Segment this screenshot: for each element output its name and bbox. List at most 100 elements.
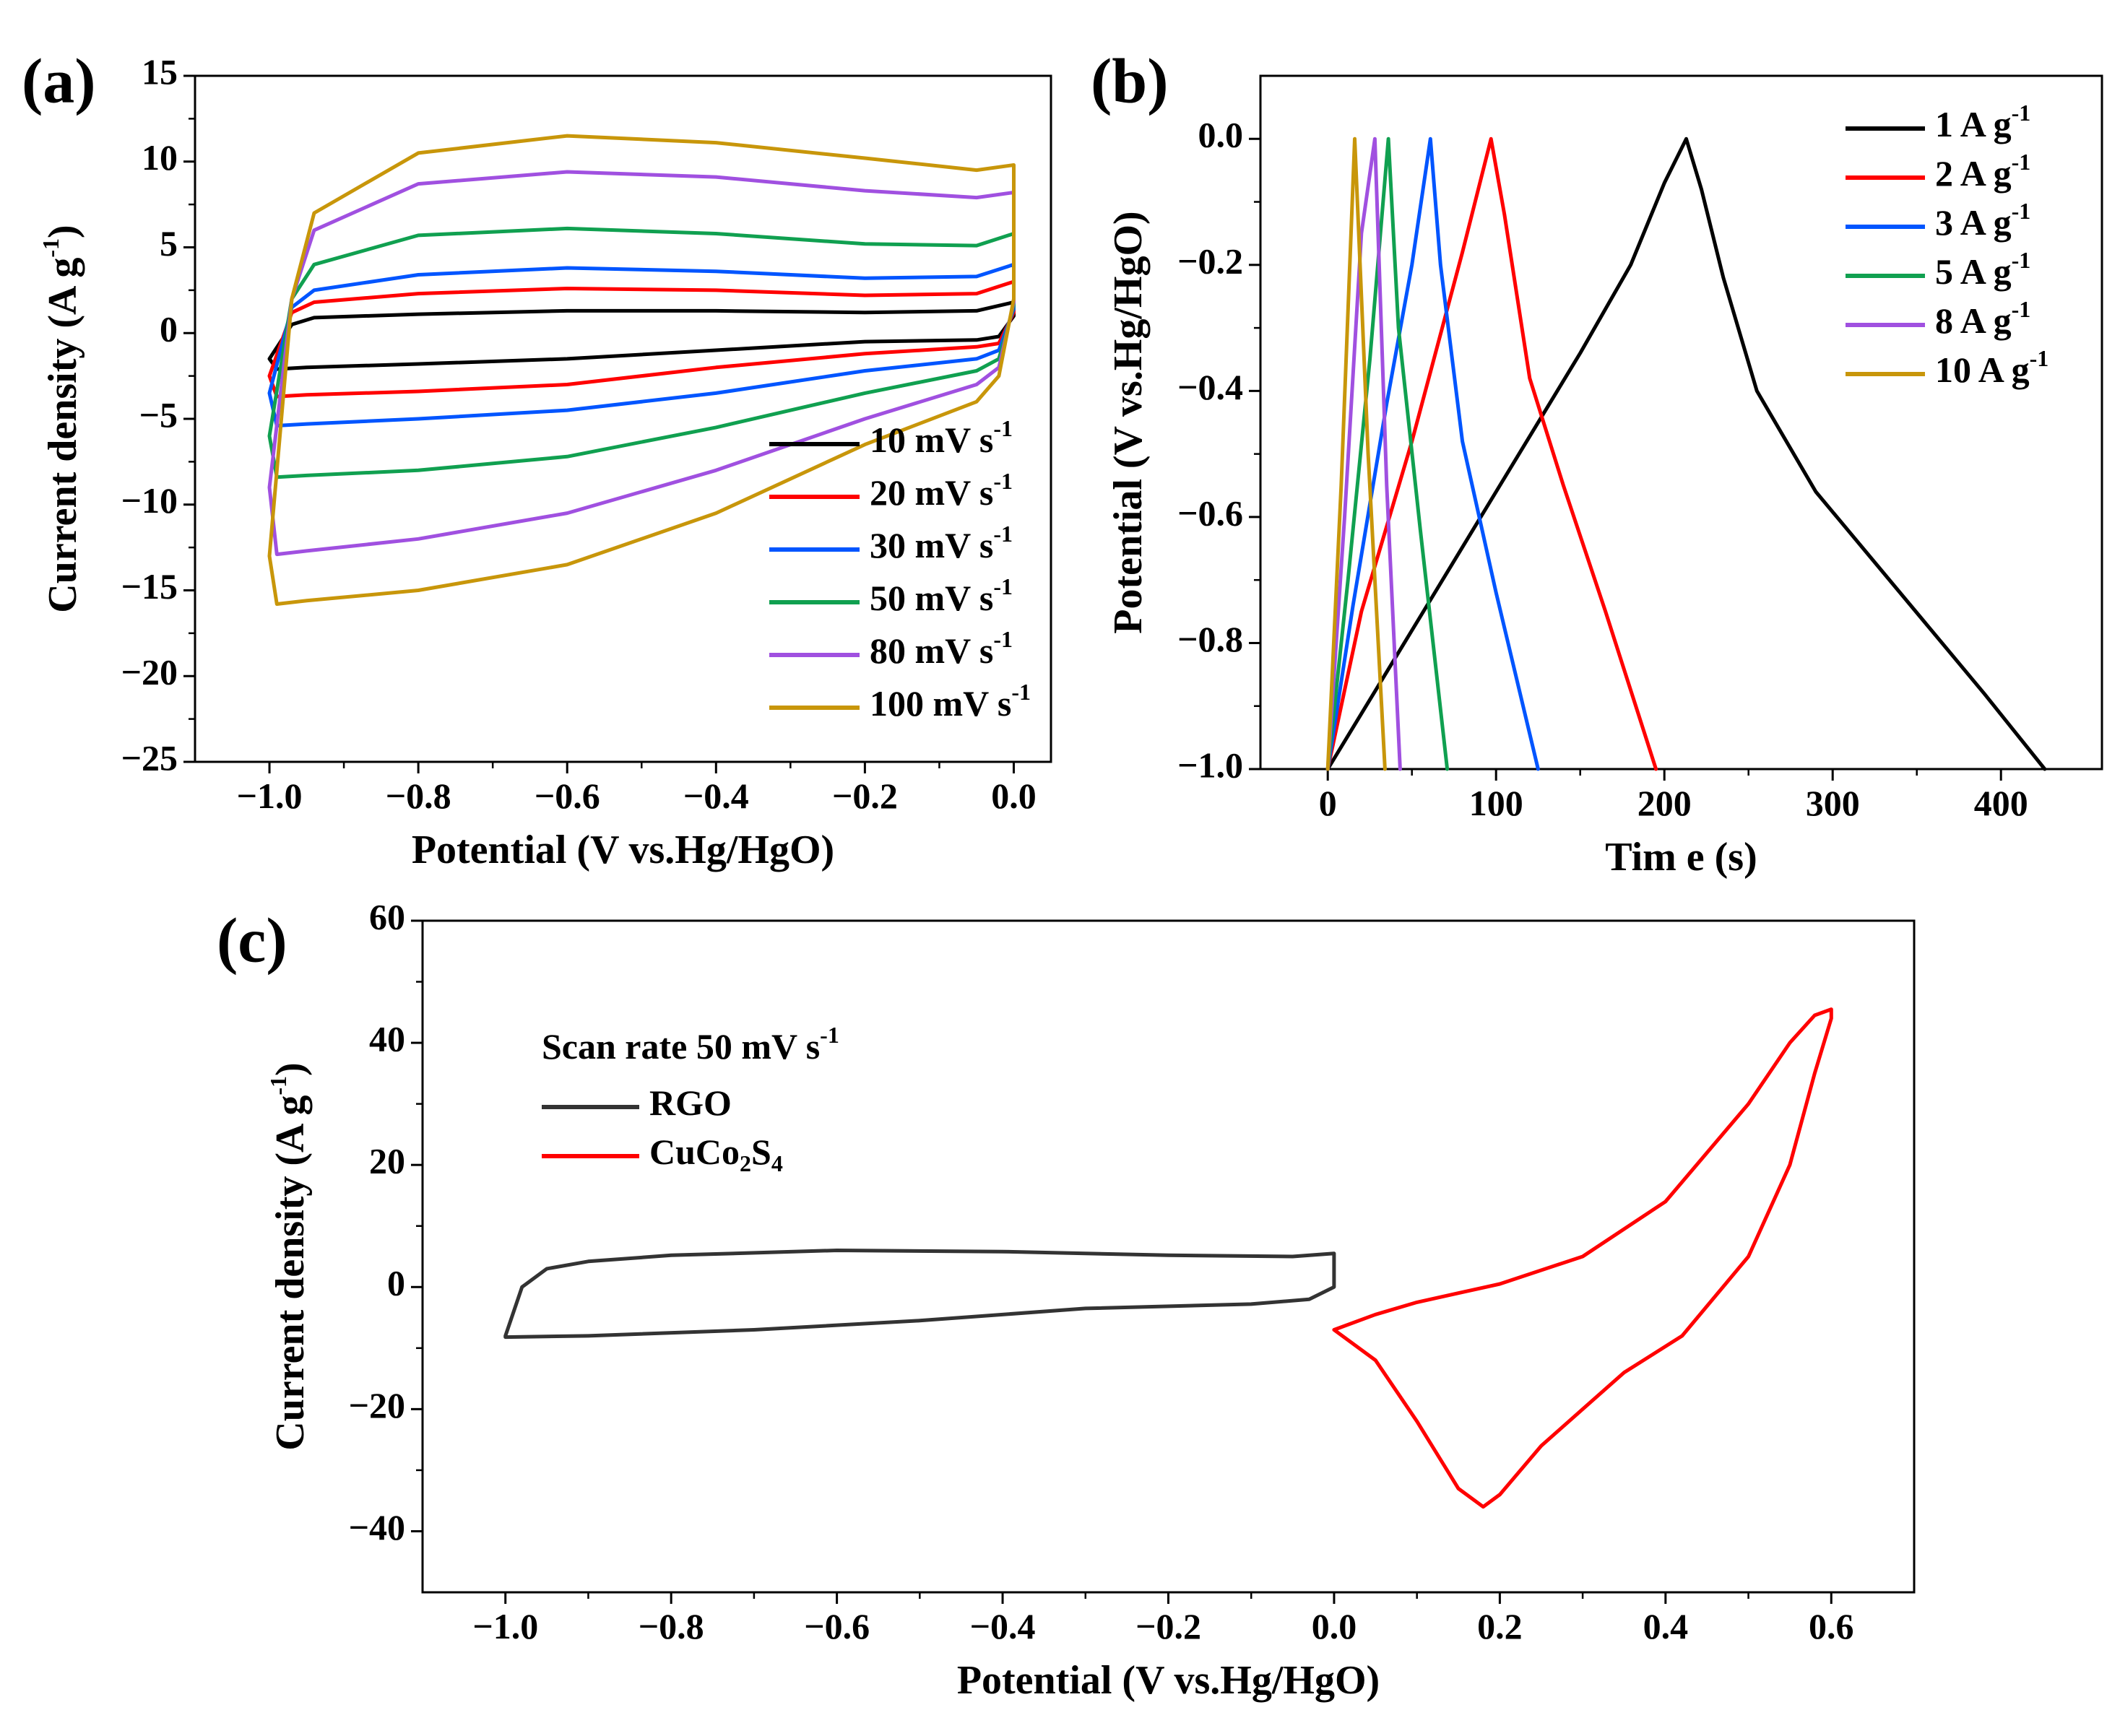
y-tick-label-a: 5 bbox=[160, 223, 178, 264]
y-tick-label-c: −20 bbox=[349, 1385, 406, 1425]
y-axis-label-text: Current density (A g bbox=[268, 1095, 313, 1451]
y-tick-label-c: 20 bbox=[369, 1141, 405, 1181]
y-tick-label-a: −25 bbox=[121, 737, 178, 778]
legend-entry-sup: -1 bbox=[993, 626, 1013, 652]
legend-entry-sup: -1 bbox=[2012, 149, 2031, 175]
legend-entry-sup: -1 bbox=[993, 468, 1013, 494]
y-tick-label-a: 10 bbox=[142, 137, 178, 178]
legend-entry-name: 5 A g bbox=[1935, 251, 2012, 292]
x-tick-label-c: 0.2 bbox=[1477, 1606, 1523, 1646]
legend-entry-a: 100 mV s-1 bbox=[870, 679, 1031, 724]
series-line-a-5 bbox=[267, 134, 1016, 606]
y-axis-label-a: Current density (A g-1) bbox=[38, 225, 85, 612]
legend-entry-b: 5 A g-1 bbox=[1935, 247, 2030, 292]
x-tick-label-a: 0.0 bbox=[991, 776, 1037, 816]
y-tick-label-a: −10 bbox=[121, 480, 178, 521]
legend-entry-b: 1 A g-1 bbox=[1935, 100, 2030, 144]
y-tick-label-a: −15 bbox=[121, 566, 178, 607]
y-axis-label-tail: ) bbox=[40, 225, 85, 238]
x-tick-label-c: −0.6 bbox=[804, 1606, 870, 1646]
y-tick-label-b: −1.0 bbox=[1177, 745, 1243, 785]
y-tick-label-c: 40 bbox=[369, 1019, 405, 1059]
x-tick-label-a: −0.4 bbox=[683, 776, 749, 816]
legend-entry-a: 10 mV s-1 bbox=[870, 415, 1013, 460]
series-line-a-0 bbox=[267, 300, 1016, 371]
series-line-b-0 bbox=[1325, 136, 2047, 771]
legend-entry-c: RGO bbox=[649, 1082, 732, 1123]
y-tick-label-b: −0.8 bbox=[1177, 619, 1243, 659]
legend-entry-name: 20 mV s bbox=[870, 472, 993, 513]
legend-title: Scan rate 50 mV s-1 bbox=[542, 1022, 839, 1067]
y-axis-label-tail: ) bbox=[268, 1062, 313, 1076]
y-axis-label-sup: -1 bbox=[265, 1076, 291, 1095]
x-tick-label-b: 300 bbox=[1806, 783, 1860, 823]
legend-entry-sup: -1 bbox=[1011, 679, 1031, 705]
legend-entry-a: 50 mV s-1 bbox=[870, 573, 1013, 618]
legend-entry-name: 3 A g bbox=[1935, 202, 2012, 243]
panel-label-a: (a) bbox=[22, 47, 96, 117]
legend-entry-a: 20 mV s-1 bbox=[870, 468, 1013, 513]
legend-entry-sup: -1 bbox=[2012, 247, 2031, 273]
legend-entry-sup: -1 bbox=[993, 521, 1013, 547]
legend-entry-name: 2 A g bbox=[1935, 153, 2012, 194]
y-tick-label-b: 0.0 bbox=[1198, 115, 1244, 155]
y-tick-label-b: −0.6 bbox=[1177, 492, 1243, 533]
legend-entry-name: 100 mV s bbox=[870, 683, 1011, 724]
x-axis-label-a: Potential (V vs.Hg/HgO) bbox=[412, 828, 834, 872]
legend-entry-b: 8 A g-1 bbox=[1935, 296, 2030, 341]
series-line-b-4 bbox=[1325, 136, 1402, 771]
y-axis-label-b: Potential (V vs.Hg/HgO) bbox=[1106, 211, 1151, 633]
legend-entry-a: 80 mV s-1 bbox=[870, 626, 1013, 671]
legend-entry-name: 50 mV s bbox=[870, 578, 993, 618]
panel-label-b: (b) bbox=[1091, 47, 1169, 117]
legend-entry-name: 10 mV s bbox=[870, 420, 993, 460]
x-tick-label-a: −0.2 bbox=[832, 776, 898, 816]
series-line-b-3 bbox=[1325, 136, 1450, 771]
x-tick-label-b: 200 bbox=[1637, 783, 1692, 823]
legend-entry-name: 80 mV s bbox=[870, 630, 993, 671]
legend-entry-sup: -1 bbox=[2030, 345, 2049, 371]
x-tick-label-c: −1.0 bbox=[472, 1606, 538, 1646]
y-axis-label-text: Current density (A g bbox=[40, 258, 85, 613]
legend-entry-name: 1 A g bbox=[1935, 104, 2012, 144]
y-tick-label-c: −40 bbox=[349, 1507, 406, 1548]
chart-b: (b) 0 100 200 300 400 0.0 −0.2 −0.4 −0.6 −0.8 −1.0 T… bbox=[1091, 47, 2103, 880]
legend-entry-name: 30 mV s bbox=[870, 525, 993, 565]
legend-entry-c: CuCo2S4 bbox=[649, 1132, 783, 1176]
legend-c: Scan rate 50 mV s-1 RGO CuCo2S4 bbox=[542, 1022, 839, 1176]
legend-entry-name: 8 A g bbox=[1935, 300, 2012, 341]
x-tick-label-a: −0.6 bbox=[535, 776, 600, 816]
panel-label-c: (c) bbox=[217, 906, 287, 976]
legend-entry-name: RGO bbox=[649, 1082, 732, 1123]
legend-entry-sub: 4 bbox=[771, 1150, 783, 1176]
legend-b: 1 A g-12 A g-13 A g-15 A g-18 A g-110 A … bbox=[1846, 100, 2048, 390]
y-tick-label-a: 15 bbox=[142, 51, 178, 92]
legend-title-text: Scan rate 50 mV s bbox=[542, 1026, 820, 1067]
legend-entry-name: 10 A g bbox=[1935, 350, 2030, 390]
legend-entry-mid: S bbox=[751, 1132, 771, 1172]
x-tick-label-b: 100 bbox=[1469, 783, 1523, 823]
y-axis-label-text: Potential (V vs.Hg/HgO) bbox=[1106, 211, 1151, 633]
series-line-c-1 bbox=[1332, 1007, 1833, 1509]
y-tick-label-b: −0.4 bbox=[1177, 367, 1243, 407]
x-tick-label-c: −0.2 bbox=[1135, 1606, 1201, 1646]
series-line-b-5 bbox=[1325, 136, 1387, 771]
y-tick-label-c: 60 bbox=[369, 896, 405, 937]
legend-entry-b: 3 A g-1 bbox=[1935, 198, 2030, 243]
x-tick-label-c: 0.4 bbox=[1643, 1606, 1689, 1646]
y-axis-label-sup: -1 bbox=[38, 238, 64, 258]
legend-a: 10 mV s-120 mV s-130 mV s-150 mV s-180 m… bbox=[769, 415, 1031, 724]
y-tick-label-a: 0 bbox=[160, 309, 178, 350]
x-axis-label-b: Tim e (s) bbox=[1605, 835, 1757, 880]
x-tick-label-b: 0 bbox=[1319, 783, 1337, 823]
series-line-c-0 bbox=[503, 1249, 1336, 1340]
plot-frame-b bbox=[1259, 74, 2103, 771]
legend-title-sup: -1 bbox=[820, 1022, 839, 1048]
legend-entry-name: CuCo bbox=[649, 1132, 740, 1172]
y-tick-label-a: −5 bbox=[139, 394, 178, 435]
series-line-b-2 bbox=[1325, 136, 1540, 771]
y-tick-label-b: −0.2 bbox=[1177, 240, 1243, 281]
legend-entry-b: 2 A g-1 bbox=[1935, 149, 2030, 194]
legend-entry-sup: -1 bbox=[2012, 296, 2031, 322]
